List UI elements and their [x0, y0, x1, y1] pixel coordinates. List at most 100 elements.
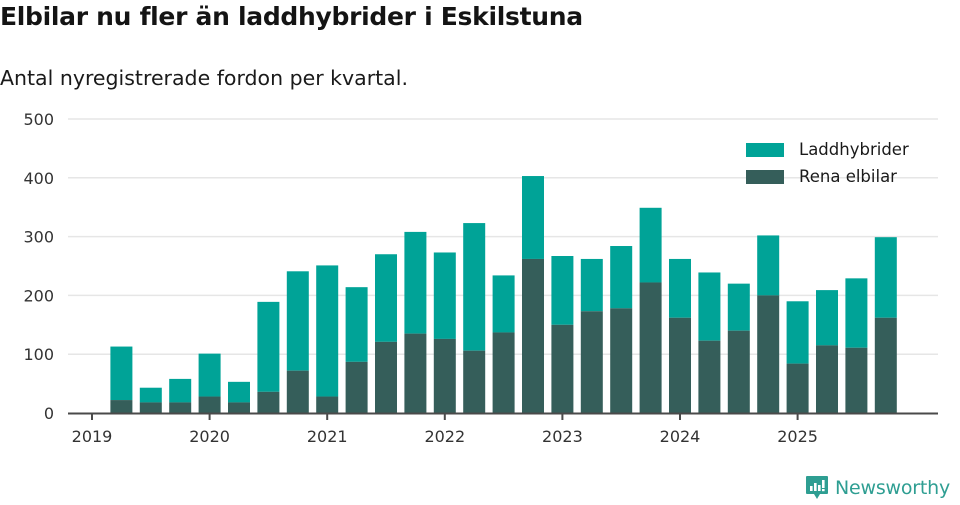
y-tick-label: 300: [23, 228, 54, 247]
bar-rena-elbilar: [228, 402, 250, 413]
bar-rena-elbilar: [375, 341, 397, 413]
bar-laddhybrider: [874, 237, 897, 318]
bar-group: [580, 258, 603, 413]
bar-rena-elbilar: [139, 402, 162, 413]
bar-laddhybrider: [757, 235, 780, 296]
bar-laddhybrider: [316, 265, 339, 397]
bar-rena-elbilar: [345, 361, 368, 413]
bar-rena-elbilar: [110, 400, 133, 413]
chart-title: Elbilar nu fler än laddhybrider i Eskils…: [0, 2, 583, 31]
bar-group: [286, 271, 309, 413]
bar-rena-elbilar: [522, 258, 544, 413]
bar-group: [816, 290, 838, 413]
bar-rena-elbilar: [845, 347, 868, 413]
bar-group: [698, 272, 721, 413]
bar-group: [727, 283, 750, 413]
brand-name: Newsworthy: [835, 476, 951, 499]
bar-laddhybrider: [110, 346, 133, 401]
newsworthy-brand: Newsworthy: [805, 475, 950, 500]
bar-rena-elbilar: [639, 282, 662, 413]
y-tick-label: 400: [23, 169, 54, 188]
bar-series: [110, 176, 897, 413]
bar-rena-elbilar: [286, 370, 309, 413]
bar-rena-elbilar: [433, 338, 456, 413]
bar-rena-elbilar: [404, 333, 427, 413]
bar-laddhybrider: [198, 353, 221, 397]
y-tick-label: 200: [23, 286, 54, 305]
legend-swatch-laddhybrider: [746, 142, 784, 157]
bar-rena-elbilar: [786, 363, 809, 413]
bar-rena-elbilar: [727, 330, 750, 413]
bar-laddhybrider: [404, 231, 427, 334]
bar-laddhybrider: [257, 301, 280, 392]
bar-group: [669, 258, 691, 413]
bar-laddhybrider: [286, 271, 309, 371]
bar-group: [169, 378, 192, 413]
bar-rena-elbilar: [551, 324, 574, 413]
bar-laddhybrider: [698, 272, 721, 341]
bar-chart-speech-bubble-icon: [806, 476, 828, 499]
bar-laddhybrider: [551, 256, 574, 325]
legend: Laddhybrider Rena elbilar: [746, 136, 909, 190]
bar-laddhybrider: [727, 283, 750, 331]
bar-rena-elbilar: [316, 396, 339, 413]
x-tick-label: 2025: [777, 427, 818, 446]
bar-group: [463, 223, 486, 413]
bar-rena-elbilar: [198, 396, 221, 413]
bar-laddhybrider: [433, 252, 456, 339]
bar-laddhybrider: [228, 381, 250, 403]
bar-rena-elbilar: [463, 350, 486, 413]
bar-rena-elbilar: [816, 345, 838, 413]
bar-group: [610, 246, 633, 413]
y-axis-tick-labels: 0 100 200 300 400 500: [23, 110, 54, 423]
bar-group: [139, 387, 162, 413]
bar-group: [757, 235, 780, 413]
bar-group: [639, 207, 662, 413]
bar-laddhybrider: [522, 176, 544, 259]
y-tick-label: 100: [23, 345, 54, 364]
legend-label: Rena elbilar: [799, 167, 897, 186]
bar-group: [522, 176, 544, 413]
bar-group: [404, 231, 427, 413]
legend-label: Laddhybrider: [799, 140, 909, 159]
bar-group: [110, 346, 133, 413]
bar-laddhybrider: [492, 275, 515, 333]
bar-group: [375, 254, 397, 413]
bar-laddhybrider: [169, 378, 192, 403]
bar-rena-elbilar: [669, 317, 691, 413]
bar-rena-elbilar: [492, 332, 515, 413]
legend-item-rena-elbilar: Rena elbilar: [746, 163, 909, 190]
bar-rena-elbilar: [698, 340, 721, 413]
x-tick-label: 2022: [424, 427, 465, 446]
bar-group: [492, 275, 515, 413]
bar-laddhybrider: [375, 254, 397, 342]
bar-rena-elbilar: [257, 391, 280, 413]
x-axis: 2019 2020 2021 2022 2023 2024 2025: [68, 412, 938, 446]
chart-subtitle: Antal nyregistrerade fordon per kvartal.: [0, 66, 408, 90]
bar-rena-elbilar: [610, 308, 633, 413]
x-tick-label: 2024: [660, 427, 701, 446]
bar-laddhybrider: [669, 258, 691, 318]
bar-rena-elbilar: [580, 311, 603, 413]
bar-group: [345, 287, 368, 413]
x-tick-label: 2019: [72, 427, 113, 446]
bar-group: [786, 301, 809, 413]
bar-laddhybrider: [639, 207, 662, 283]
bar-rena-elbilar: [757, 295, 780, 413]
bar-group: [257, 301, 280, 413]
x-tick-label: 2023: [542, 427, 583, 446]
bar-laddhybrider: [139, 387, 162, 403]
bar-laddhybrider: [816, 290, 838, 346]
bar-rena-elbilar: [169, 402, 192, 413]
bar-laddhybrider: [845, 278, 868, 348]
bar-group: [845, 278, 868, 413]
bar-rena-elbilar: [874, 317, 897, 413]
bar-group: [433, 252, 456, 413]
legend-swatch-rena-elbilar: [746, 169, 784, 184]
bar-group: [551, 256, 574, 413]
bar-laddhybrider: [580, 258, 603, 312]
bar-laddhybrider: [610, 246, 633, 309]
x-tick-label: 2020: [189, 427, 230, 446]
bar-laddhybrider: [463, 223, 486, 351]
